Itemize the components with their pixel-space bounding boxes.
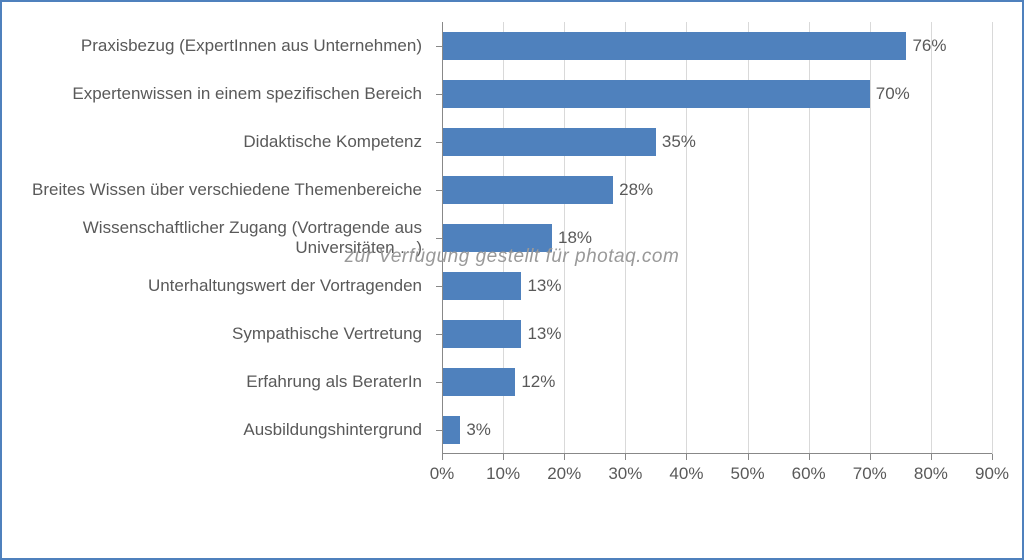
x-tick: [564, 454, 565, 460]
bar: [442, 80, 870, 108]
plot-cell: 35%: [432, 118, 992, 166]
x-tick-label: 0%: [430, 464, 455, 484]
category-label: Expertenwissen in einem spezifischen Ber…: [32, 84, 432, 104]
bar-rows: Praxisbezug (ExpertInnen aus Unternehmen…: [32, 22, 992, 454]
y-axis-line: [442, 22, 443, 454]
category-label: Sympathische Vertretung: [32, 324, 432, 344]
x-tick: [442, 454, 443, 460]
x-tick: [870, 454, 871, 460]
bar-row: Didaktische Kompetenz 35%: [32, 118, 992, 166]
x-axis-line: [442, 453, 992, 454]
x-tick-label: 30%: [608, 464, 642, 484]
chart-frame: 0% 10% 20% 30% 40% 50% 60% 70% 80% 90% Praxisbezu…: [0, 0, 1024, 560]
x-tick-label: 20%: [547, 464, 581, 484]
bar-row: Expertenwissen in einem spezifischen Ber…: [32, 70, 992, 118]
value-label: 28%: [613, 180, 653, 200]
x-tick: [625, 454, 626, 460]
category-label: Breites Wissen über verschiedene Themenb…: [32, 180, 432, 200]
plot-cell: 28%: [432, 166, 992, 214]
x-tick: [748, 454, 749, 460]
bar-row: Ausbildungshintergrund 3%: [32, 406, 992, 454]
category-label: Erfahrung als BeraterIn: [32, 372, 432, 392]
chart: 0%10%20%30%40%50%60%70%80%90% Praxisbezu…: [32, 22, 992, 492]
bar: [442, 128, 656, 156]
category-label: Unterhaltungswert der Vortragenden: [32, 276, 432, 296]
x-tick-label: 90%: [975, 464, 1009, 484]
x-tick: [809, 454, 810, 460]
plot-cell: 12%: [432, 358, 992, 406]
bar: [442, 32, 906, 60]
value-label: 13%: [521, 324, 561, 344]
bar-row: Wissenschaftlicher Zugang (Vortragende a…: [32, 214, 992, 262]
bar: [442, 320, 521, 348]
value-label: 35%: [656, 132, 696, 152]
x-tick-label: 80%: [914, 464, 948, 484]
x-tick-label: 50%: [731, 464, 765, 484]
bar-row: Breites Wissen über verschiedene Themenb…: [32, 166, 992, 214]
bar: [442, 224, 552, 252]
plot-cell: 76%: [432, 22, 992, 70]
plot-cell: 18%: [432, 214, 992, 262]
bar: [442, 368, 515, 396]
plot-cell: 13%: [432, 310, 992, 358]
category-label: Praxisbezug (ExpertInnen aus Unternehmen…: [32, 36, 432, 56]
value-label: 3%: [460, 420, 491, 440]
x-tick-label: 70%: [853, 464, 887, 484]
category-label: Ausbildungshintergrund: [32, 420, 432, 440]
value-label: 18%: [552, 228, 592, 248]
bar: [442, 416, 460, 444]
bar: [442, 272, 521, 300]
value-label: 76%: [906, 36, 946, 56]
category-label: Didaktische Kompetenz: [32, 132, 432, 152]
bar-row: Sympathische Vertretung 13%: [32, 310, 992, 358]
plot-cell: 13%: [432, 262, 992, 310]
x-tick-label: 10%: [486, 464, 520, 484]
value-label: 12%: [515, 372, 555, 392]
x-tick-label: 40%: [669, 464, 703, 484]
category-label: Wissenschaftlicher Zugang (Vortragende a…: [32, 218, 432, 257]
x-tick: [992, 454, 993, 460]
value-label: 70%: [870, 84, 910, 104]
value-label: 13%: [521, 276, 561, 296]
bar-row: Praxisbezug (ExpertInnen aus Unternehmen…: [32, 22, 992, 70]
bar-row: Erfahrung als BeraterIn 12%: [32, 358, 992, 406]
gridline: [992, 22, 993, 454]
bar: [442, 176, 613, 204]
bar-row: Unterhaltungswert der Vortragenden 13%: [32, 262, 992, 310]
plot-cell: 70%: [432, 70, 992, 118]
x-tick: [931, 454, 932, 460]
x-tick: [503, 454, 504, 460]
x-tick: [686, 454, 687, 460]
plot-cell: 3%: [432, 406, 992, 454]
x-tick-label: 60%: [792, 464, 826, 484]
